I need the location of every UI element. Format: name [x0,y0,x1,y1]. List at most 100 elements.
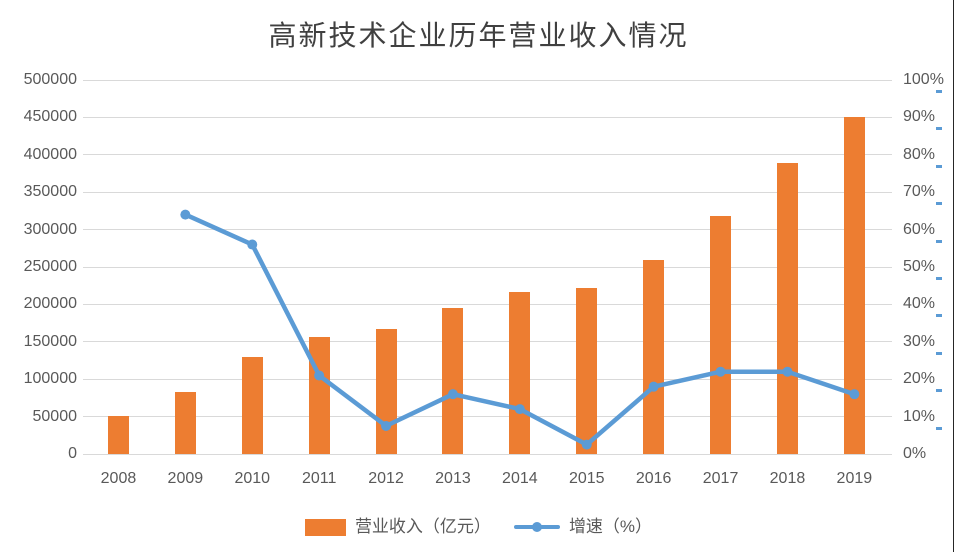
growth-line-point [180,209,191,220]
gridline [85,79,890,81]
edge-artifact-dash [936,314,942,318]
gridline [85,229,890,231]
x-axis-label: 2011 [301,470,337,487]
x-axis-label: 2012 [368,470,404,487]
gridline [85,453,890,455]
edge-artifact-dash [936,426,942,430]
legend-growth-label: 增速（%） [568,517,653,536]
growth-line-point [247,239,258,250]
legend: 营业收入（亿元） 增速（%） [0,515,957,539]
gridline [85,303,890,305]
y-axis-label-left: 150000 [23,332,77,350]
y-axis-label-left: 250000 [23,258,77,275]
revenue-bar [308,337,330,454]
left-axis-tick [83,154,97,156]
edge-artifact-dash [936,164,942,168]
left-axis-tick [83,116,97,118]
chart-title: 高新技术企业历年营业收入情况 [268,19,689,52]
y-axis-label-left: 300000 [23,220,77,238]
revenue-bar [174,391,196,454]
y-axis-label-right: 0% [903,445,927,462]
revenue-bar [576,287,598,454]
edge-artifact-dash [936,127,942,131]
y-axis-label-left: 500000 [23,71,77,88]
revenue-bar [643,259,665,454]
revenue-bar [776,163,798,454]
x-axis-label: 2018 [769,470,806,487]
edge-artifact-dash [936,351,942,355]
right-axis-tick [878,79,892,81]
y-axis-label-left: 200000 [23,295,77,313]
revenue-bar [843,117,865,454]
right-axis-tick [878,303,892,305]
gridline [85,191,890,193]
x-axis-label: 2016 [635,470,672,487]
legend-line-swatch-icon [513,522,560,532]
edge-artifact-dash [936,239,942,243]
y-axis-label-left: 350000 [23,183,77,201]
right-axis-tick [878,453,892,455]
revenue-bar [509,292,531,454]
gridline [85,341,890,343]
edge-artifact-dash [936,389,942,393]
right-axis-tick [878,378,892,380]
x-axis-label: 2009 [167,470,204,487]
legend-line-marker-icon [531,522,542,532]
y-axis-label-left: 50000 [32,407,78,425]
left-axis-tick [83,229,97,231]
right-axis-tick [878,154,892,156]
page-right-border [953,0,954,552]
gridline [85,154,890,156]
right-axis-tick [878,116,892,118]
left-axis-tick [83,191,97,193]
gridline [85,116,890,118]
legend-revenue-label: 营业收入（亿元） [354,517,491,536]
x-axis-label: 2015 [568,470,605,487]
y-axis-label-right: 10% [903,407,936,425]
left-axis-tick [83,453,97,455]
x-axis-label: 2019 [836,470,873,487]
y-axis-label-right: 30% [903,332,936,350]
edge-artifact-dash [936,277,942,280]
left-axis-tick [83,416,97,418]
y-axis-label-right: 90% [903,108,936,126]
y-axis-label-left: 0 [68,445,77,462]
y-axis-label-right: 60% [903,220,936,238]
revenue-bar [442,308,464,454]
edge-artifact-dash [936,202,942,206]
left-axis-tick [83,341,97,343]
y-axis-label-right: 80% [903,145,936,163]
gridline [85,266,890,268]
right-axis-tick [878,266,892,268]
gridline [85,378,890,380]
y-axis-label-left: 450000 [23,108,77,126]
left-axis-tick [83,79,97,81]
y-axis-label-right: 40% [903,295,936,313]
revenue-bar [375,329,397,454]
y-axis-label-right: 20% [903,370,936,388]
revenue-bar [710,216,732,454]
right-axis-tick [878,191,892,193]
left-axis-tick [83,303,97,305]
x-axis-label: 2017 [702,470,739,487]
right-axis-tick [878,229,892,231]
x-axis-label: 2008 [100,470,137,487]
left-axis-tick [83,266,97,268]
y-axis-label-right: 70% [903,183,936,201]
x-axis-label: 2014 [502,470,538,487]
edge-artifact-dash [936,90,942,93]
left-axis-tick [83,378,97,380]
y-axis-label-right: 50% [903,258,936,275]
revenue-bar [241,356,263,454]
right-axis-tick [878,416,892,418]
legend-bar-swatch-icon [304,518,346,536]
y-axis-label-left: 100000 [23,370,77,388]
revenue-bar [107,415,129,454]
gridline [85,416,890,418]
x-axis-label: 2013 [435,470,471,487]
y-axis-label-right: 100% [903,71,944,88]
right-axis-tick [878,341,892,343]
x-axis-label: 2010 [234,470,271,487]
